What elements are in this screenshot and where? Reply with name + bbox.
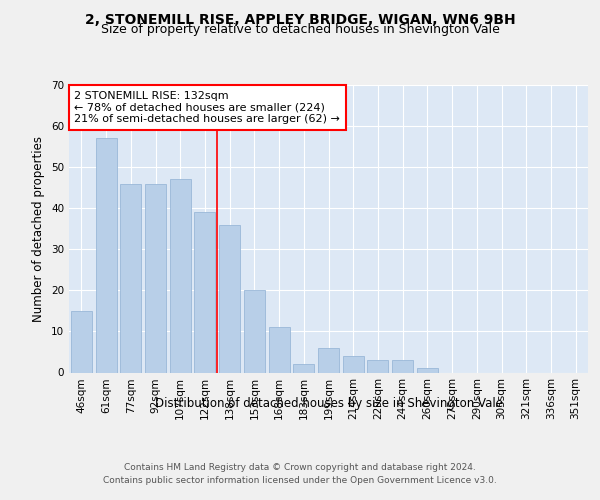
Bar (244, 290, 265, 372)
Bar (392, 360, 413, 372)
Y-axis label: Number of detached properties: Number of detached properties (32, 136, 46, 322)
Bar (71, 311, 92, 372)
Text: 2 STONEMILL RISE: 132sqm
← 78% of detached houses are smaller (224)
21% of semi-: 2 STONEMILL RISE: 132sqm ← 78% of detach… (74, 91, 340, 124)
Text: Size of property relative to detached houses in Shevington Vale: Size of property relative to detached ho… (101, 22, 499, 36)
Bar (293, 364, 314, 372)
Text: 2, STONEMILL RISE, APPLEY BRIDGE, WIGAN, WN6 9BH: 2, STONEMILL RISE, APPLEY BRIDGE, WIGAN,… (85, 12, 515, 26)
Bar (95, 138, 116, 372)
Bar (343, 356, 364, 372)
Text: Contains HM Land Registry data © Crown copyright and database right 2024.: Contains HM Land Registry data © Crown c… (124, 462, 476, 471)
Bar (318, 348, 339, 372)
Text: Contains public sector information licensed under the Open Government Licence v3: Contains public sector information licen… (103, 476, 497, 485)
Bar (120, 184, 141, 372)
Bar (170, 180, 191, 372)
Bar (194, 212, 215, 372)
Bar (145, 184, 166, 372)
Bar (367, 360, 388, 372)
Bar (417, 368, 438, 372)
Bar (269, 328, 290, 372)
Bar (219, 224, 240, 372)
Text: Distribution of detached houses by size in Shevington Vale: Distribution of detached houses by size … (155, 398, 503, 410)
